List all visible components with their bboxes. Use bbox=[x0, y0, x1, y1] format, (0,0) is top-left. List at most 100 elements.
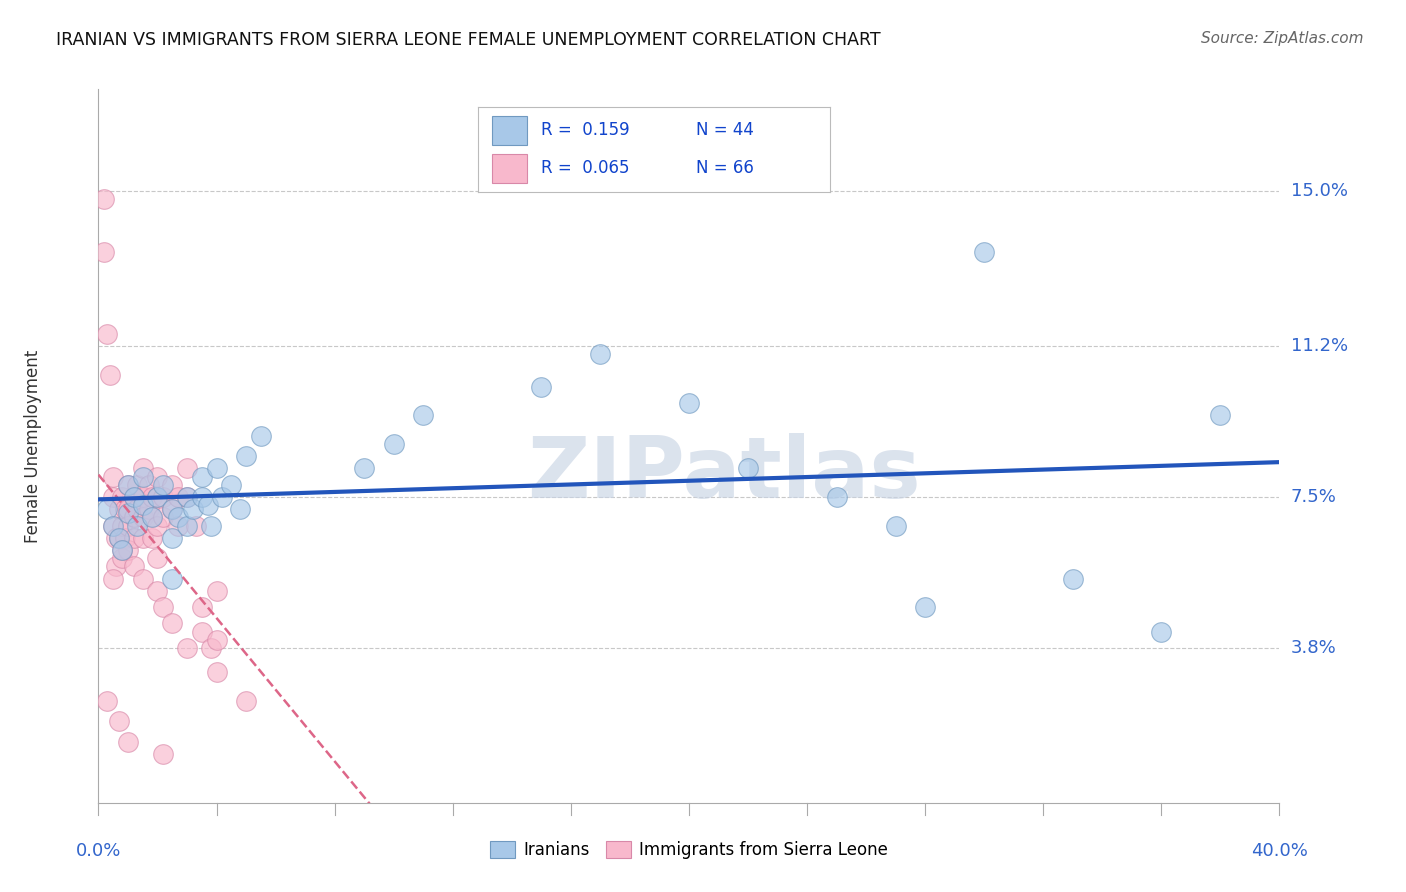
Point bbox=[93, 192, 115, 206]
Legend: Iranians, Immigrants from Sierra Leone: Iranians, Immigrants from Sierra Leone bbox=[484, 834, 894, 866]
Point bbox=[117, 477, 139, 491]
Point bbox=[111, 543, 134, 558]
Text: 7.5%: 7.5% bbox=[1291, 488, 1337, 506]
Text: IRANIAN VS IMMIGRANTS FROM SIERRA LEONE FEMALE UNEMPLOYMENT CORRELATION CHART: IRANIAN VS IMMIGRANTS FROM SIERRA LEONE … bbox=[56, 31, 882, 49]
Point bbox=[117, 502, 139, 516]
Text: 3.8%: 3.8% bbox=[1291, 639, 1336, 657]
Point bbox=[412, 409, 434, 423]
Text: Source: ZipAtlas.com: Source: ZipAtlas.com bbox=[1201, 31, 1364, 46]
Point bbox=[176, 640, 198, 655]
Text: 40.0%: 40.0% bbox=[1251, 842, 1308, 860]
Point bbox=[191, 490, 214, 504]
Point bbox=[111, 551, 134, 566]
Text: 11.2%: 11.2% bbox=[1291, 337, 1348, 355]
Text: R =  0.159: R = 0.159 bbox=[541, 121, 630, 139]
Text: N = 44: N = 44 bbox=[696, 121, 754, 139]
Point bbox=[114, 531, 136, 545]
Point bbox=[96, 502, 118, 516]
Text: N = 66: N = 66 bbox=[696, 159, 754, 177]
Point bbox=[146, 551, 169, 566]
Point bbox=[152, 490, 174, 504]
Point bbox=[93, 245, 115, 260]
Point bbox=[96, 326, 118, 341]
Point bbox=[111, 518, 134, 533]
Point bbox=[141, 510, 163, 524]
Point bbox=[162, 531, 183, 545]
Point bbox=[108, 531, 131, 545]
Point bbox=[132, 572, 155, 586]
Point bbox=[152, 477, 174, 491]
Point bbox=[108, 502, 131, 516]
Point bbox=[114, 502, 136, 516]
Point bbox=[132, 469, 155, 483]
Point bbox=[200, 518, 222, 533]
Point bbox=[530, 380, 553, 394]
Point bbox=[132, 498, 155, 512]
Point bbox=[122, 531, 145, 545]
Point bbox=[152, 600, 174, 615]
Point bbox=[184, 518, 207, 533]
Point bbox=[117, 734, 139, 748]
Point bbox=[125, 502, 148, 516]
Point bbox=[235, 449, 257, 463]
Point bbox=[205, 665, 228, 680]
Point bbox=[167, 490, 190, 504]
Point bbox=[122, 490, 145, 504]
Text: Female Unemployment: Female Unemployment bbox=[24, 350, 42, 542]
Point bbox=[1062, 572, 1084, 586]
Point bbox=[235, 694, 257, 708]
Point bbox=[146, 490, 169, 504]
Point bbox=[132, 490, 155, 504]
Point bbox=[176, 490, 198, 504]
Point bbox=[117, 477, 139, 491]
Point bbox=[181, 502, 204, 516]
Point bbox=[146, 469, 169, 483]
Point bbox=[141, 490, 163, 504]
FancyBboxPatch shape bbox=[492, 153, 527, 183]
Point bbox=[167, 510, 190, 524]
Point bbox=[103, 572, 125, 586]
Point bbox=[146, 518, 169, 533]
Point bbox=[152, 510, 174, 524]
Point bbox=[111, 490, 134, 504]
Point bbox=[146, 583, 169, 598]
Point bbox=[132, 531, 155, 545]
Point bbox=[122, 490, 145, 504]
Point bbox=[162, 572, 183, 586]
Text: 15.0%: 15.0% bbox=[1291, 182, 1347, 200]
Point bbox=[197, 498, 219, 512]
Point bbox=[219, 477, 242, 491]
Point bbox=[229, 502, 252, 516]
Point bbox=[138, 502, 160, 516]
Point bbox=[103, 518, 125, 533]
Point bbox=[191, 624, 214, 639]
Point bbox=[138, 477, 160, 491]
Point bbox=[98, 368, 121, 382]
FancyBboxPatch shape bbox=[492, 116, 527, 145]
Point bbox=[914, 600, 936, 615]
Point bbox=[105, 559, 128, 574]
Point bbox=[105, 531, 128, 545]
Point bbox=[973, 245, 995, 260]
Point bbox=[205, 632, 228, 647]
Point bbox=[353, 461, 375, 475]
Point bbox=[589, 347, 612, 361]
Point bbox=[141, 510, 163, 524]
Point bbox=[176, 461, 198, 475]
Point bbox=[382, 437, 405, 451]
Point bbox=[678, 396, 700, 410]
Point bbox=[176, 518, 198, 533]
Point bbox=[191, 600, 214, 615]
Point bbox=[825, 490, 848, 504]
Point bbox=[884, 518, 907, 533]
Point bbox=[162, 502, 183, 516]
Text: R =  0.065: R = 0.065 bbox=[541, 159, 630, 177]
Point bbox=[737, 461, 759, 475]
Point bbox=[205, 461, 228, 475]
Text: 0.0%: 0.0% bbox=[76, 842, 121, 860]
Point bbox=[122, 510, 145, 524]
Point bbox=[103, 490, 125, 504]
Point bbox=[125, 477, 148, 491]
Point bbox=[117, 506, 139, 520]
Point bbox=[146, 490, 169, 504]
